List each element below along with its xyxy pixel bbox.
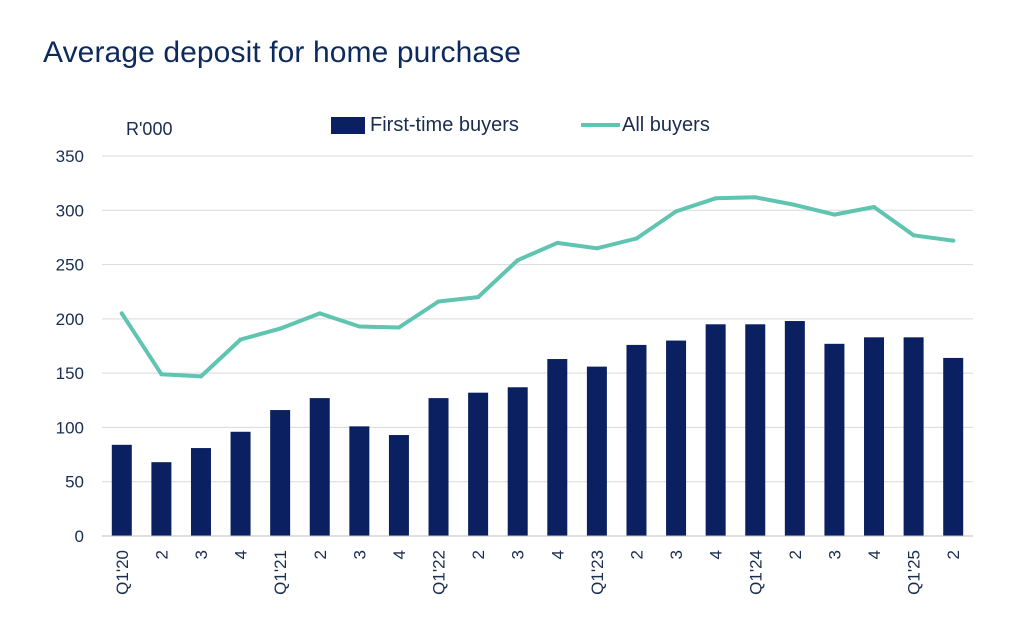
x-tick-label: 3	[350, 550, 369, 559]
bar-first-time-buyers	[586, 366, 607, 536]
bar-first-time-buyers	[507, 387, 528, 536]
y-tick-label: 50	[65, 473, 84, 492]
y-tick-label: 150	[56, 364, 84, 383]
chart-title: Average deposit for home purchase	[43, 36, 522, 69]
x-tick-label: 2	[627, 550, 646, 559]
point-all-buyers	[238, 337, 243, 342]
point-all-buyers	[911, 233, 916, 238]
legend: First-time buyers All buyers	[331, 114, 710, 136]
bar-series	[111, 321, 964, 536]
x-tick-label: 4	[865, 550, 884, 559]
bar-first-time-buyers	[705, 324, 726, 536]
bar-first-time-buyers	[190, 448, 211, 536]
point-all-buyers	[832, 212, 837, 217]
bar-first-time-buyers	[151, 462, 172, 536]
x-tick-label: 4	[232, 550, 251, 559]
legend-label-first-time-buyers: First-time buyers	[370, 114, 519, 136]
point-all-buyers	[317, 311, 322, 316]
bar-first-time-buyers	[943, 357, 964, 536]
x-tick-label: Q1'21	[271, 550, 290, 595]
x-tick-label: 3	[192, 550, 211, 559]
x-tick-label: 4	[707, 550, 726, 559]
bar-first-time-buyers	[349, 426, 370, 536]
bar-first-time-buyers	[666, 340, 687, 536]
x-tick-label: 2	[786, 550, 805, 559]
bar-first-time-buyers	[270, 410, 291, 536]
point-all-buyers	[159, 372, 164, 377]
bar-first-time-buyers	[468, 392, 489, 536]
legend-label-all-buyers: All buyers	[622, 114, 710, 136]
bar-first-time-buyers	[626, 344, 647, 536]
line-series	[119, 195, 956, 379]
bar-first-time-buyers	[428, 398, 449, 536]
x-tick-label: 4	[390, 550, 409, 559]
point-all-buyers	[594, 246, 599, 251]
x-tick-label: 3	[509, 550, 528, 559]
x-tick-label: Q1'20	[113, 550, 132, 595]
point-all-buyers	[476, 295, 481, 300]
x-tick-label: 2	[469, 550, 488, 559]
x-tick-label: Q1'23	[588, 550, 607, 595]
bar-first-time-buyers	[230, 431, 251, 536]
legend-swatch-first-time-buyers	[331, 117, 365, 134]
x-tick-label: 2	[311, 550, 330, 559]
y-tick-label: 300	[56, 201, 84, 220]
y-tick-label: 0	[75, 527, 84, 546]
bar-first-time-buyers	[903, 337, 924, 536]
y-axis: 0 50 100 150 200 250 300 350	[56, 147, 84, 546]
bar-first-time-buyers	[111, 444, 132, 536]
x-tick-label: 2	[152, 550, 171, 559]
point-all-buyers	[396, 325, 401, 330]
bar-first-time-buyers	[864, 337, 885, 536]
point-all-buyers	[753, 195, 758, 200]
point-all-buyers	[515, 258, 520, 263]
y-tick-label: 200	[56, 310, 84, 329]
bar-first-time-buyers	[784, 321, 805, 536]
x-tick-label: 2	[944, 550, 963, 559]
point-all-buyers	[634, 236, 639, 241]
bar-first-time-buyers	[388, 435, 409, 536]
point-all-buyers	[436, 299, 441, 304]
point-all-buyers	[357, 324, 362, 329]
x-tick-label: 3	[825, 550, 844, 559]
line-all-buyers	[119, 195, 956, 379]
point-all-buyers	[198, 374, 203, 379]
x-tick-label: Q1'22	[430, 550, 449, 595]
unit-label: R'000	[126, 119, 172, 139]
point-all-buyers	[792, 202, 797, 207]
x-axis: Q1'20 2 3 4 Q1'21 2 3 4 Q1'22 2 3 4 Q1'23 2 3 4 Q1'24 2 3 4…	[102, 535, 973, 595]
point-all-buyers	[713, 196, 718, 201]
x-tick-label: Q1'25	[905, 550, 924, 595]
point-all-buyers	[951, 238, 956, 243]
point-all-buyers	[872, 205, 877, 210]
point-all-buyers	[674, 209, 679, 214]
x-tick-label: 3	[667, 550, 686, 559]
bar-first-time-buyers	[824, 343, 845, 536]
x-tick-label: 4	[548, 550, 567, 559]
point-all-buyers	[555, 240, 560, 245]
point-all-buyers	[119, 311, 124, 316]
y-tick-label: 100	[56, 418, 84, 437]
bar-first-time-buyers	[309, 398, 330, 536]
x-tick-label: Q1'24	[746, 550, 765, 595]
point-all-buyers	[278, 326, 283, 331]
bar-first-time-buyers	[745, 324, 766, 536]
bar-first-time-buyers	[547, 359, 568, 536]
y-tick-label: 250	[56, 256, 84, 275]
y-tick-label: 350	[56, 147, 84, 166]
